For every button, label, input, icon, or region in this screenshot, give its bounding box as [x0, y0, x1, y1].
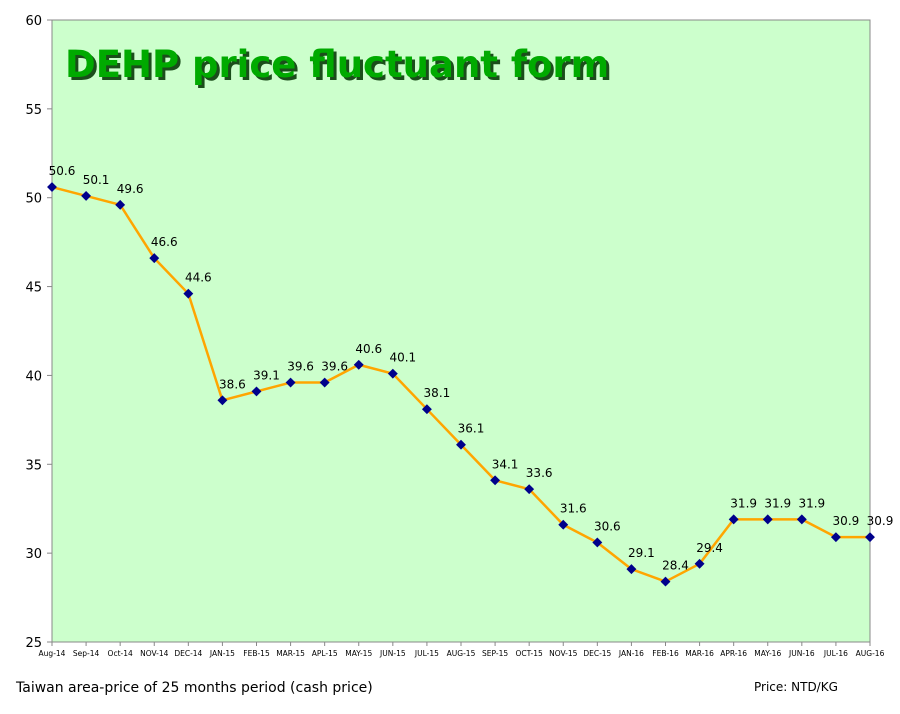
y-tick-label: 45 — [25, 281, 42, 296]
data-point — [421, 404, 432, 415]
x-tick-label: OCT-15 — [516, 649, 544, 658]
data-point — [830, 532, 841, 543]
x-tick-label: AUG-16 — [856, 649, 885, 658]
y-tick-label: 50 — [25, 192, 42, 207]
data-point — [490, 475, 501, 486]
x-tick-label: Oct-14 — [108, 649, 133, 658]
data-point — [387, 368, 398, 379]
x-tick-label: MAR-16 — [685, 649, 714, 658]
x-tick-label: JAN-15 — [209, 649, 235, 658]
data-label: 38.1 — [424, 386, 451, 400]
x-tick-label: DEC-14 — [174, 649, 202, 658]
data-point — [47, 182, 57, 193]
y-tick-label: 30 — [25, 547, 42, 562]
data-point — [694, 558, 705, 569]
data-label: 39.6 — [287, 360, 314, 374]
data-point — [149, 253, 160, 264]
data-label: 31.9 — [798, 496, 825, 510]
data-label: 46.6 — [151, 235, 178, 249]
x-tick-label: MAY-15 — [345, 649, 372, 658]
data-label: 28.4 — [662, 559, 689, 573]
data-label: 38.6 — [219, 377, 246, 391]
data-point — [251, 386, 262, 397]
x-tick-label: JUN-15 — [379, 649, 406, 658]
x-tick-label: JUL-15 — [414, 649, 439, 658]
data-label: 44.6 — [185, 271, 212, 285]
x-tick-label: NOV-15 — [549, 649, 578, 658]
x-tick-label: DEC-15 — [583, 649, 611, 658]
y-tick-label: 60 — [25, 14, 42, 29]
data-point — [115, 199, 126, 210]
unit-note: Price: NTD/KG — [754, 680, 838, 694]
y-tick-label: 55 — [25, 103, 42, 118]
data-point — [592, 537, 603, 548]
data-label: 34.1 — [492, 457, 519, 471]
data-label: 30.9 — [833, 514, 860, 528]
x-tick-label: APL-15 — [312, 649, 338, 658]
data-point — [626, 564, 637, 575]
markers — [47, 182, 875, 587]
data-label: 30.9 — [867, 514, 894, 528]
data-label: 40.6 — [355, 342, 382, 356]
data-point — [865, 532, 875, 543]
data-point — [796, 514, 807, 525]
data-label: 30.6 — [594, 519, 621, 533]
footer-note: Taiwan area-price of 25 months period (c… — [16, 680, 373, 696]
data-label: 36.1 — [458, 422, 485, 436]
data-label: 31.9 — [764, 496, 791, 510]
x-tick-label: FEB-16 — [652, 649, 679, 658]
x-axis: Aug-14 Sep-14 Oct-14 NOV-14 DEC-14 JAN-15 FEB-… — [39, 641, 885, 658]
data-point — [558, 519, 569, 530]
data-point — [762, 514, 773, 525]
data-label: 31.6 — [560, 502, 587, 516]
data-label: 49.6 — [117, 182, 144, 196]
data-label: 40.1 — [389, 351, 416, 365]
data-label: 33.6 — [526, 466, 553, 480]
x-tick-label: Sep-14 — [73, 649, 100, 658]
data-point — [217, 395, 228, 406]
x-tick-label: SEP-15 — [482, 649, 508, 658]
y-tick-label: 40 — [25, 369, 42, 384]
chart-title: DEHP price fluctuant form — [65, 43, 609, 86]
data-label: 29.4 — [696, 541, 723, 555]
x-tick-label: FEB-15 — [243, 649, 270, 658]
data-labels: 50.6 50.1 49.6 46.6 44.6 38.6 39.1 39.6 39.6 40.6… — [49, 164, 894, 573]
x-tick-label: MAR-15 — [276, 649, 305, 658]
x-tick-label: Aug-14 — [39, 649, 66, 658]
data-label: 50.6 — [49, 164, 76, 178]
x-tick-label: JAN-16 — [618, 649, 644, 658]
x-tick-label: MAY-16 — [754, 649, 781, 658]
data-label: 50.1 — [83, 173, 110, 187]
x-tick-label: JUN-16 — [788, 649, 815, 658]
x-tick-label: AUG-15 — [447, 649, 476, 658]
data-label: 39.1 — [253, 368, 280, 382]
data-point — [524, 484, 535, 495]
y-tick-label: 25 — [25, 636, 42, 651]
x-tick-label: APR-16 — [720, 649, 747, 658]
data-label: 29.1 — [628, 546, 655, 560]
y-tick-label: 35 — [25, 458, 42, 473]
data-point — [353, 359, 364, 370]
data-point — [183, 288, 194, 299]
data-point — [81, 190, 92, 201]
data-point — [728, 514, 739, 525]
data-point — [660, 576, 671, 587]
data-point — [319, 377, 330, 388]
data-point — [285, 377, 296, 388]
data-point — [456, 439, 466, 450]
data-label: 31.9 — [730, 496, 757, 510]
x-tick-label: NOV-14 — [140, 649, 169, 658]
x-tick-label: JUL-16 — [823, 649, 848, 658]
data-label: 39.6 — [321, 360, 348, 374]
plot-area — [51, 19, 871, 643]
y-axis: 25 30 35 40 45 50 55 60 — [25, 14, 53, 651]
chart-title-shadow: DEHP price fluctuant form — [68, 46, 612, 89]
